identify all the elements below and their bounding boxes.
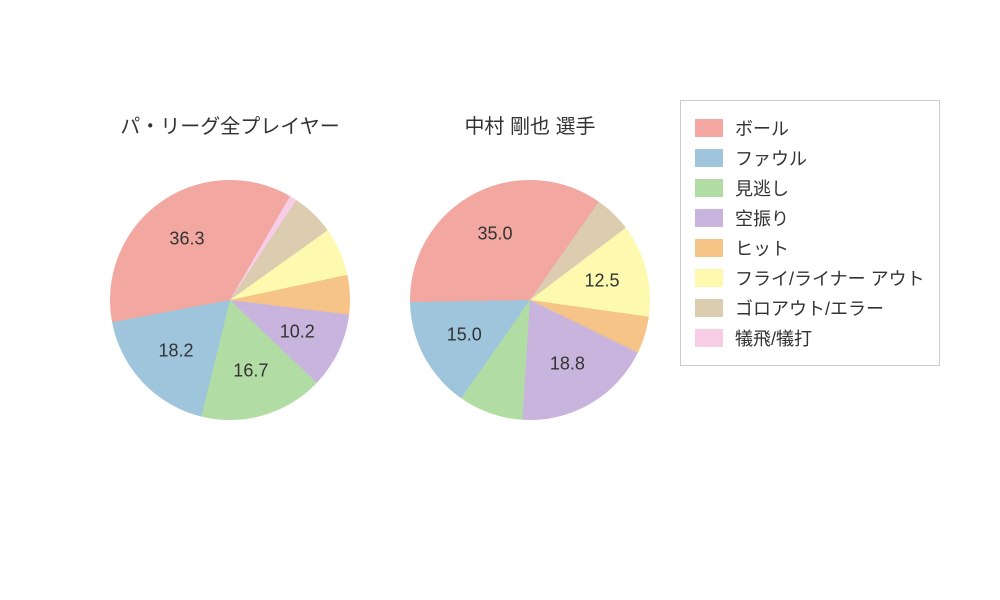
legend-item: ゴロアウト/エラー bbox=[695, 295, 925, 321]
legend-item: ヒット bbox=[695, 235, 925, 261]
legend-label: ファウル bbox=[735, 145, 807, 171]
legend-label: 空振り bbox=[735, 205, 789, 231]
legend-label: ヒット bbox=[735, 235, 789, 261]
legend-item: 見逃し bbox=[695, 175, 925, 201]
pie-title: 中村 剛也 選手 bbox=[380, 110, 680, 139]
legend-swatch bbox=[695, 239, 723, 257]
pie-chart bbox=[110, 180, 350, 420]
legend-swatch bbox=[695, 299, 723, 317]
legend-label: ボール bbox=[735, 115, 789, 141]
chart-stage: パ・リーグ全プレイヤー36.318.216.710.2中村 剛也 選手35.01… bbox=[0, 0, 1000, 600]
legend-swatch bbox=[695, 179, 723, 197]
legend-label: 犠飛/犠打 bbox=[735, 325, 812, 351]
legend-item: 犠飛/犠打 bbox=[695, 325, 925, 351]
legend-item: ファウル bbox=[695, 145, 925, 171]
legend-label: ゴロアウト/エラー bbox=[735, 295, 884, 321]
legend-swatch bbox=[695, 209, 723, 227]
legend-swatch bbox=[695, 269, 723, 287]
legend-label: 見逃し bbox=[735, 175, 789, 201]
legend-swatch bbox=[695, 149, 723, 167]
legend-item: ボール bbox=[695, 115, 925, 141]
legend: ボールファウル見逃し空振りヒットフライ/ライナー アウトゴロアウト/エラー犠飛/… bbox=[680, 100, 940, 366]
legend-item: フライ/ライナー アウト bbox=[695, 265, 925, 291]
legend-swatch bbox=[695, 119, 723, 137]
pie-chart bbox=[410, 180, 650, 420]
legend-item: 空振り bbox=[695, 205, 925, 231]
legend-swatch bbox=[695, 329, 723, 347]
legend-label: フライ/ライナー アウト bbox=[735, 265, 925, 291]
pie-title: パ・リーグ全プレイヤー bbox=[80, 110, 380, 139]
